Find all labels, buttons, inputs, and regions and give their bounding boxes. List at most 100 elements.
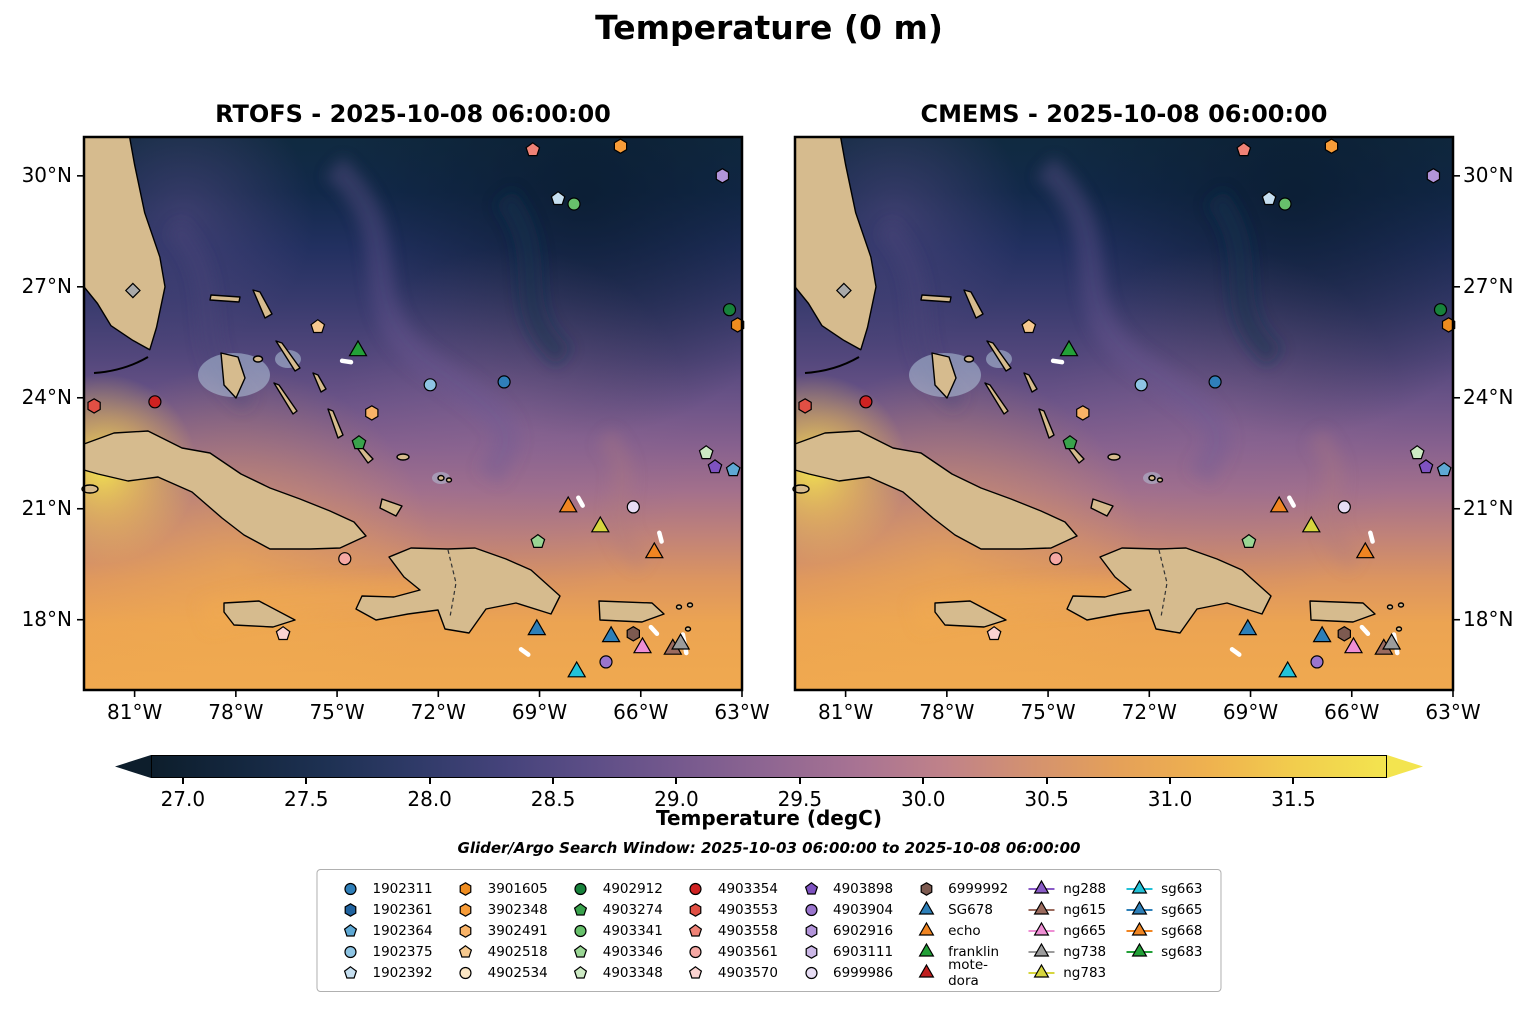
marker-sg663 <box>567 660 587 678</box>
legend-item: 3902348 <box>443 899 556 920</box>
legend-label: 4903274 <box>602 901 663 918</box>
cmems-panel-title: CMEMS - 2025-10-08 06:00:00 <box>920 100 1328 128</box>
legend-label: ng665 <box>1063 922 1107 939</box>
legend-item: ng783 <box>1018 962 1114 983</box>
marker-1902364 <box>1436 462 1452 477</box>
legend-label: mote-dora <box>948 956 988 989</box>
legend-item: franklin <box>903 941 1016 962</box>
colorbar-tick-label: 30.5 <box>1024 787 1069 811</box>
marker-sg668 <box>644 541 664 559</box>
colorbar-tick-label: 30.0 <box>900 787 946 811</box>
legend-item: 4903904 <box>788 899 901 920</box>
colorbar-tick <box>798 778 801 784</box>
legend-item: 4903354 <box>673 878 786 899</box>
marker-echo <box>1269 495 1289 513</box>
x-tick-label: 75°W <box>309 700 365 724</box>
legend-item: 4903348 <box>558 962 671 983</box>
legend-item: 6902916 <box>788 920 901 941</box>
circle-marker-icon <box>804 966 818 979</box>
triangle-marker-icon <box>1126 942 1153 957</box>
map-frame <box>82 135 744 692</box>
marker-1902392 <box>550 190 566 206</box>
glider-track <box>1229 647 1245 659</box>
legend-item: 4902518 <box>443 941 556 962</box>
legend-label: 4902534 <box>487 964 548 981</box>
legend-label: 1902375 <box>372 943 433 960</box>
hexagon-marker-icon <box>689 902 702 917</box>
marker-6999986 <box>1337 500 1351 514</box>
x-tick-label: 63°W <box>714 700 770 724</box>
x-tick-label: 75°W <box>1020 700 1076 724</box>
legend-label: 3902491 <box>487 922 548 939</box>
marker-ng738 <box>671 632 691 650</box>
legend-item: 3901605 <box>443 878 556 899</box>
legend-label: 4903553 <box>717 901 778 918</box>
legend-item: ng288 <box>1018 878 1114 899</box>
legend-label: 4902518 <box>487 943 548 960</box>
y-tick-label: 21°N <box>1463 495 1514 520</box>
x-tick-label: 66°W <box>613 700 669 724</box>
marker-4903561 <box>1049 552 1063 566</box>
glider-track <box>1287 495 1297 510</box>
glider-track <box>1050 358 1068 365</box>
marker-3902491 <box>365 405 379 421</box>
legend-item: 4902534 <box>443 962 556 983</box>
legend-label: SG678 <box>948 901 993 918</box>
legend-item: 1902311 <box>327 878 440 899</box>
marker-4903570 <box>275 625 291 641</box>
marker-4903348 <box>1409 445 1425 460</box>
colorbar-tick-label: 29.0 <box>654 787 699 811</box>
legend-label: 4903558 <box>717 922 778 939</box>
legend-label: 4903354 <box>717 880 778 897</box>
triangle-marker-icon <box>918 921 935 936</box>
marker-4903558 <box>525 142 541 157</box>
legend-label: 1902361 <box>372 901 433 918</box>
circle-marker-icon <box>459 966 472 979</box>
glider-track <box>648 624 662 639</box>
legend-item: 1902392 <box>327 962 440 983</box>
colorbar-min-arrow <box>115 755 151 778</box>
pentagon-marker-icon <box>689 923 703 937</box>
marker-sg665 <box>1312 625 1332 643</box>
legend-label: ng288 <box>1063 880 1107 897</box>
circle-marker-icon <box>804 903 818 916</box>
marker-1902311 <box>1208 375 1222 389</box>
hexagon-marker-icon <box>459 902 472 917</box>
legend-label: echo <box>948 922 981 939</box>
x-tick-label: 66°W <box>1324 700 1380 724</box>
pentagon-marker-icon <box>343 965 358 979</box>
legend-label: ng615 <box>1063 901 1107 918</box>
legend-item: sg683 <box>1116 941 1210 962</box>
legend-column: 4903898 4903904 6902916 6903111 6999986 <box>788 878 901 983</box>
legend-column: ng288 ng615 ng665 ng738 ng783 <box>1018 878 1114 983</box>
legend-column: 4903354 4903553 4903558 4903561 4903570 <box>673 878 786 983</box>
hexagon-marker-icon <box>805 923 817 938</box>
legend-column: sg663 sg665 sg668 sg683 <box>1116 878 1210 983</box>
legend-item: sg663 <box>1116 878 1210 899</box>
marker-SG678 <box>527 618 547 636</box>
colorbar-tick-label: 29.5 <box>777 787 823 811</box>
legend-item: 1902375 <box>327 941 440 962</box>
legend-label: 1902392 <box>372 964 433 981</box>
triangle-marker-icon <box>1028 963 1055 978</box>
legend-label: 4903348 <box>602 964 663 981</box>
y-tick-label: 24°N <box>1463 384 1514 409</box>
colorbar-tick <box>181 778 184 784</box>
legend-label: sg668 <box>1161 922 1203 939</box>
legend-label: 4902912 <box>602 880 663 897</box>
legend-item: sg668 <box>1116 920 1210 941</box>
legend-item: 6903111 <box>788 941 901 962</box>
marker-1902375 <box>1134 378 1148 392</box>
legend-item: 4903553 <box>673 899 786 920</box>
cmems-map-panel <box>795 137 1453 690</box>
legend-label: franklin <box>948 943 1000 960</box>
marker-4903553 <box>798 398 812 414</box>
marker-3901605 <box>730 317 745 333</box>
marker-4903274 <box>1062 435 1078 450</box>
hexagon-marker-icon <box>459 881 472 896</box>
x-tick-label: 78°W <box>919 700 975 724</box>
rtofs-map-panel <box>84 137 742 690</box>
search-window-subtitle: Glider/Argo Search Window: 2025-10-03 06… <box>457 839 1081 857</box>
marker-4903904 <box>1310 655 1324 669</box>
marker-station <box>835 282 852 299</box>
